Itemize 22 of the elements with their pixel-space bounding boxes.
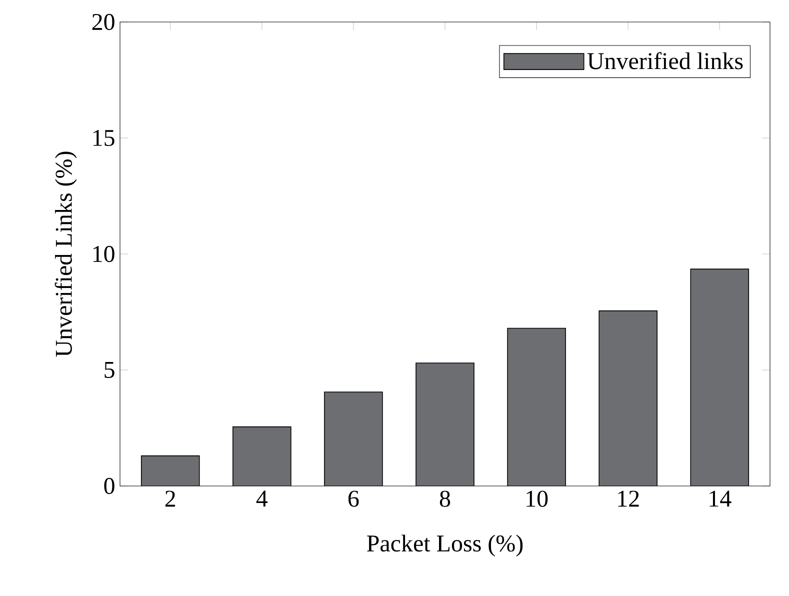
y-tick-label: 15 <box>93 130 114 146</box>
bar <box>416 363 474 486</box>
x-tick-label: 12 <box>618 490 639 507</box>
legend-label: Unverified links <box>587 52 743 70</box>
y-axis-title: Unverified Links (%) <box>54 152 77 357</box>
x-tick-label: 6 <box>348 490 359 507</box>
y-tick-label: 10 <box>93 246 114 262</box>
y-tick-label: 0 <box>104 478 114 494</box>
bar <box>508 328 566 486</box>
y-tick-label: 5 <box>104 362 114 378</box>
x-tick-label: 10 <box>526 490 548 507</box>
bar <box>232 426 291 486</box>
y-tick-label: 20 <box>92 14 114 30</box>
x-tick-label: 14 <box>710 490 732 507</box>
bar <box>690 268 750 486</box>
bar <box>141 456 200 486</box>
x-tick-label: 4 <box>256 490 268 506</box>
x-tick-label: 8 <box>440 490 450 507</box>
x-tick-label: 2 <box>165 490 176 507</box>
bar <box>324 392 382 486</box>
x-axis-title: Packet Loss (%) <box>367 534 523 556</box>
bar <box>599 310 658 486</box>
